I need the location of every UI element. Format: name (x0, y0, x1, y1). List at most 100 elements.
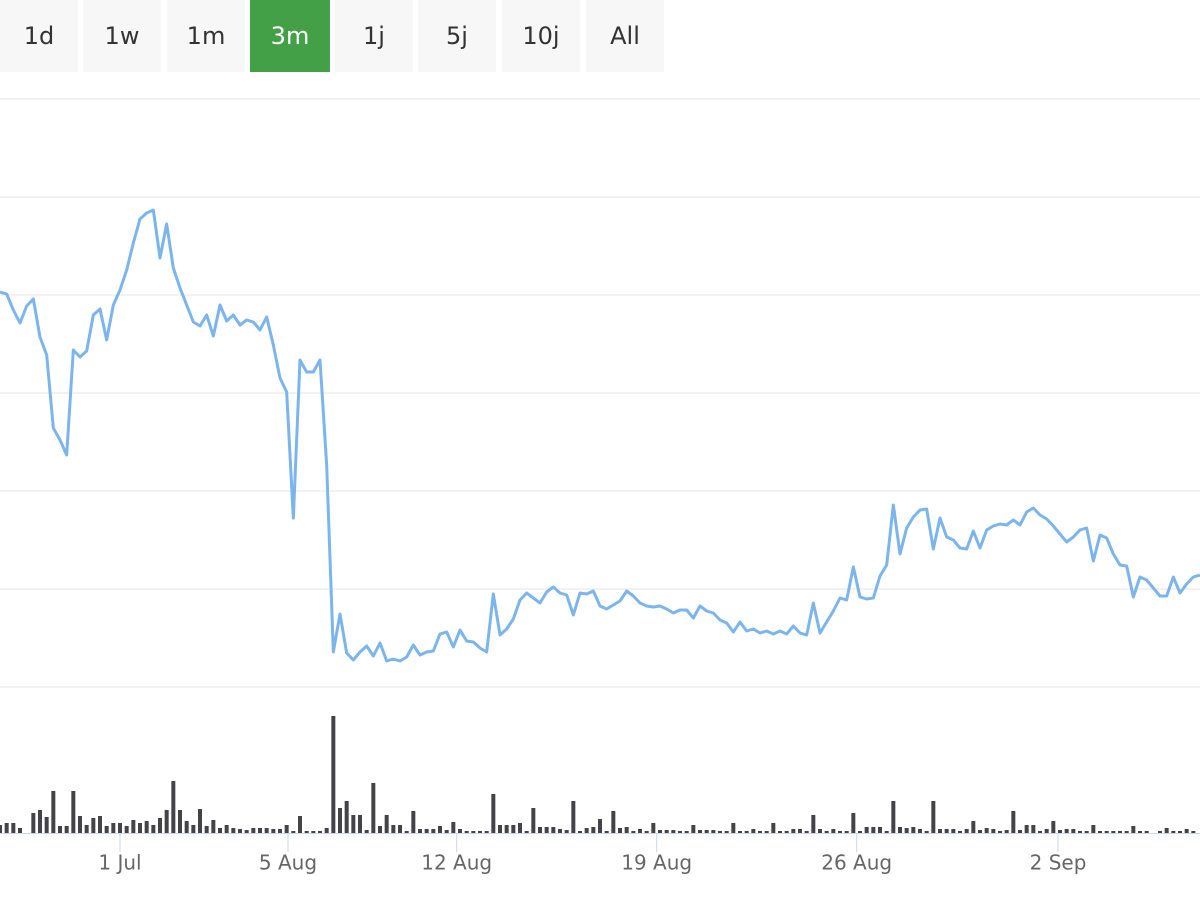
volume-bar (384, 815, 389, 833)
volume-bar (371, 783, 376, 833)
x-tick-label: 19 Aug (621, 851, 692, 875)
volume-bar (304, 831, 309, 833)
volume-bar (851, 813, 856, 833)
volume-bar (604, 831, 609, 833)
volume-bar (251, 828, 256, 833)
volume-bar (138, 823, 142, 833)
volume-bar (164, 810, 169, 833)
volume-bar (951, 829, 956, 833)
volume-bar (984, 828, 989, 833)
volume-bar (198, 809, 202, 833)
volume-bar (71, 791, 76, 833)
volume-bar (618, 828, 622, 833)
volume-bar (591, 827, 596, 833)
volume-bar (424, 829, 429, 833)
volume-bar (118, 823, 122, 833)
volume-bar (144, 821, 149, 833)
volume-bar (738, 831, 742, 833)
volume-bar (491, 794, 496, 833)
volume-bar (831, 829, 836, 833)
volume-bar (18, 828, 22, 833)
volume-bar (358, 815, 362, 833)
volume-bar (1051, 821, 1056, 833)
x-tick-label: 5 Aug (259, 851, 317, 875)
volume-bar (771, 823, 776, 833)
range-button[interactable]: 1m (167, 0, 245, 72)
volume-bar (691, 825, 696, 833)
volume-bar (944, 829, 949, 833)
volume-bar (698, 830, 702, 833)
volume-bar (898, 827, 902, 833)
volume-bar (111, 823, 116, 833)
volume-bar (931, 801, 936, 833)
volume-bar (1031, 825, 1036, 833)
volume-bar (784, 831, 789, 833)
volume-bar (38, 810, 42, 833)
range-button[interactable]: 1j (335, 0, 413, 72)
volume-bar (231, 828, 236, 833)
volume-bar (1098, 831, 1102, 833)
volume-bar (578, 831, 582, 833)
volume-bar (864, 827, 869, 833)
volume-bar (284, 825, 289, 833)
volume-bar (678, 831, 682, 833)
volume-bar (924, 831, 929, 833)
volume-bar (104, 826, 109, 833)
volume-bar (438, 826, 442, 833)
range-button[interactable]: 10j (502, 0, 580, 72)
volume-bar (878, 827, 882, 833)
volume-bar (718, 831, 722, 833)
volume-bar (804, 831, 809, 833)
volume-bar (818, 829, 822, 833)
volume-bar (664, 830, 669, 833)
volume-bar (1071, 829, 1076, 833)
volume-bar (1158, 831, 1162, 833)
volume-bar (704, 830, 709, 833)
volume-bar (1144, 831, 1149, 833)
volume-bar (451, 822, 456, 833)
volume-bar (151, 825, 156, 833)
range-button[interactable]: All (586, 0, 664, 72)
volume-bar (631, 831, 636, 833)
volume-bar (378, 826, 382, 833)
volume-bar (91, 818, 96, 833)
volume-bar (418, 829, 422, 833)
volume-bar (124, 826, 129, 833)
volume-bar (991, 829, 996, 833)
volume-bar (411, 811, 416, 833)
volume-bar (1184, 829, 1189, 833)
volume-bar (684, 831, 689, 833)
volume-bar (98, 816, 102, 833)
volume-bar (524, 831, 529, 833)
volume-bar (178, 810, 182, 833)
volume-bar (311, 831, 316, 833)
volume-bar (904, 828, 909, 833)
range-button[interactable]: 3m (250, 0, 330, 72)
volume-bar (711, 830, 716, 833)
volume-bar (1018, 830, 1022, 833)
volume-bar (258, 828, 262, 833)
range-button[interactable]: 5j (418, 0, 496, 72)
volume-bar (11, 823, 16, 833)
volume-bar (1138, 831, 1142, 833)
volume-bar (811, 815, 816, 833)
volume-bar (938, 829, 942, 833)
x-tick-label: 26 Aug (821, 851, 892, 875)
volume-bar (264, 828, 269, 833)
volume-bar (238, 829, 242, 833)
volume-bar (58, 826, 62, 833)
volume-bar (498, 825, 502, 833)
range-button[interactable]: 1w (83, 0, 161, 72)
volume-bar (1191, 831, 1196, 833)
x-tick-label: 2 Sep (1030, 851, 1087, 875)
volume-bar (1038, 831, 1042, 833)
volume-bar (638, 829, 642, 833)
range-button[interactable]: 1d (0, 0, 78, 72)
volume-bar (431, 829, 436, 833)
volume-bar (1024, 825, 1029, 833)
volume-bar (404, 831, 409, 833)
volume-bar (764, 831, 769, 833)
volume-bar (838, 831, 842, 833)
